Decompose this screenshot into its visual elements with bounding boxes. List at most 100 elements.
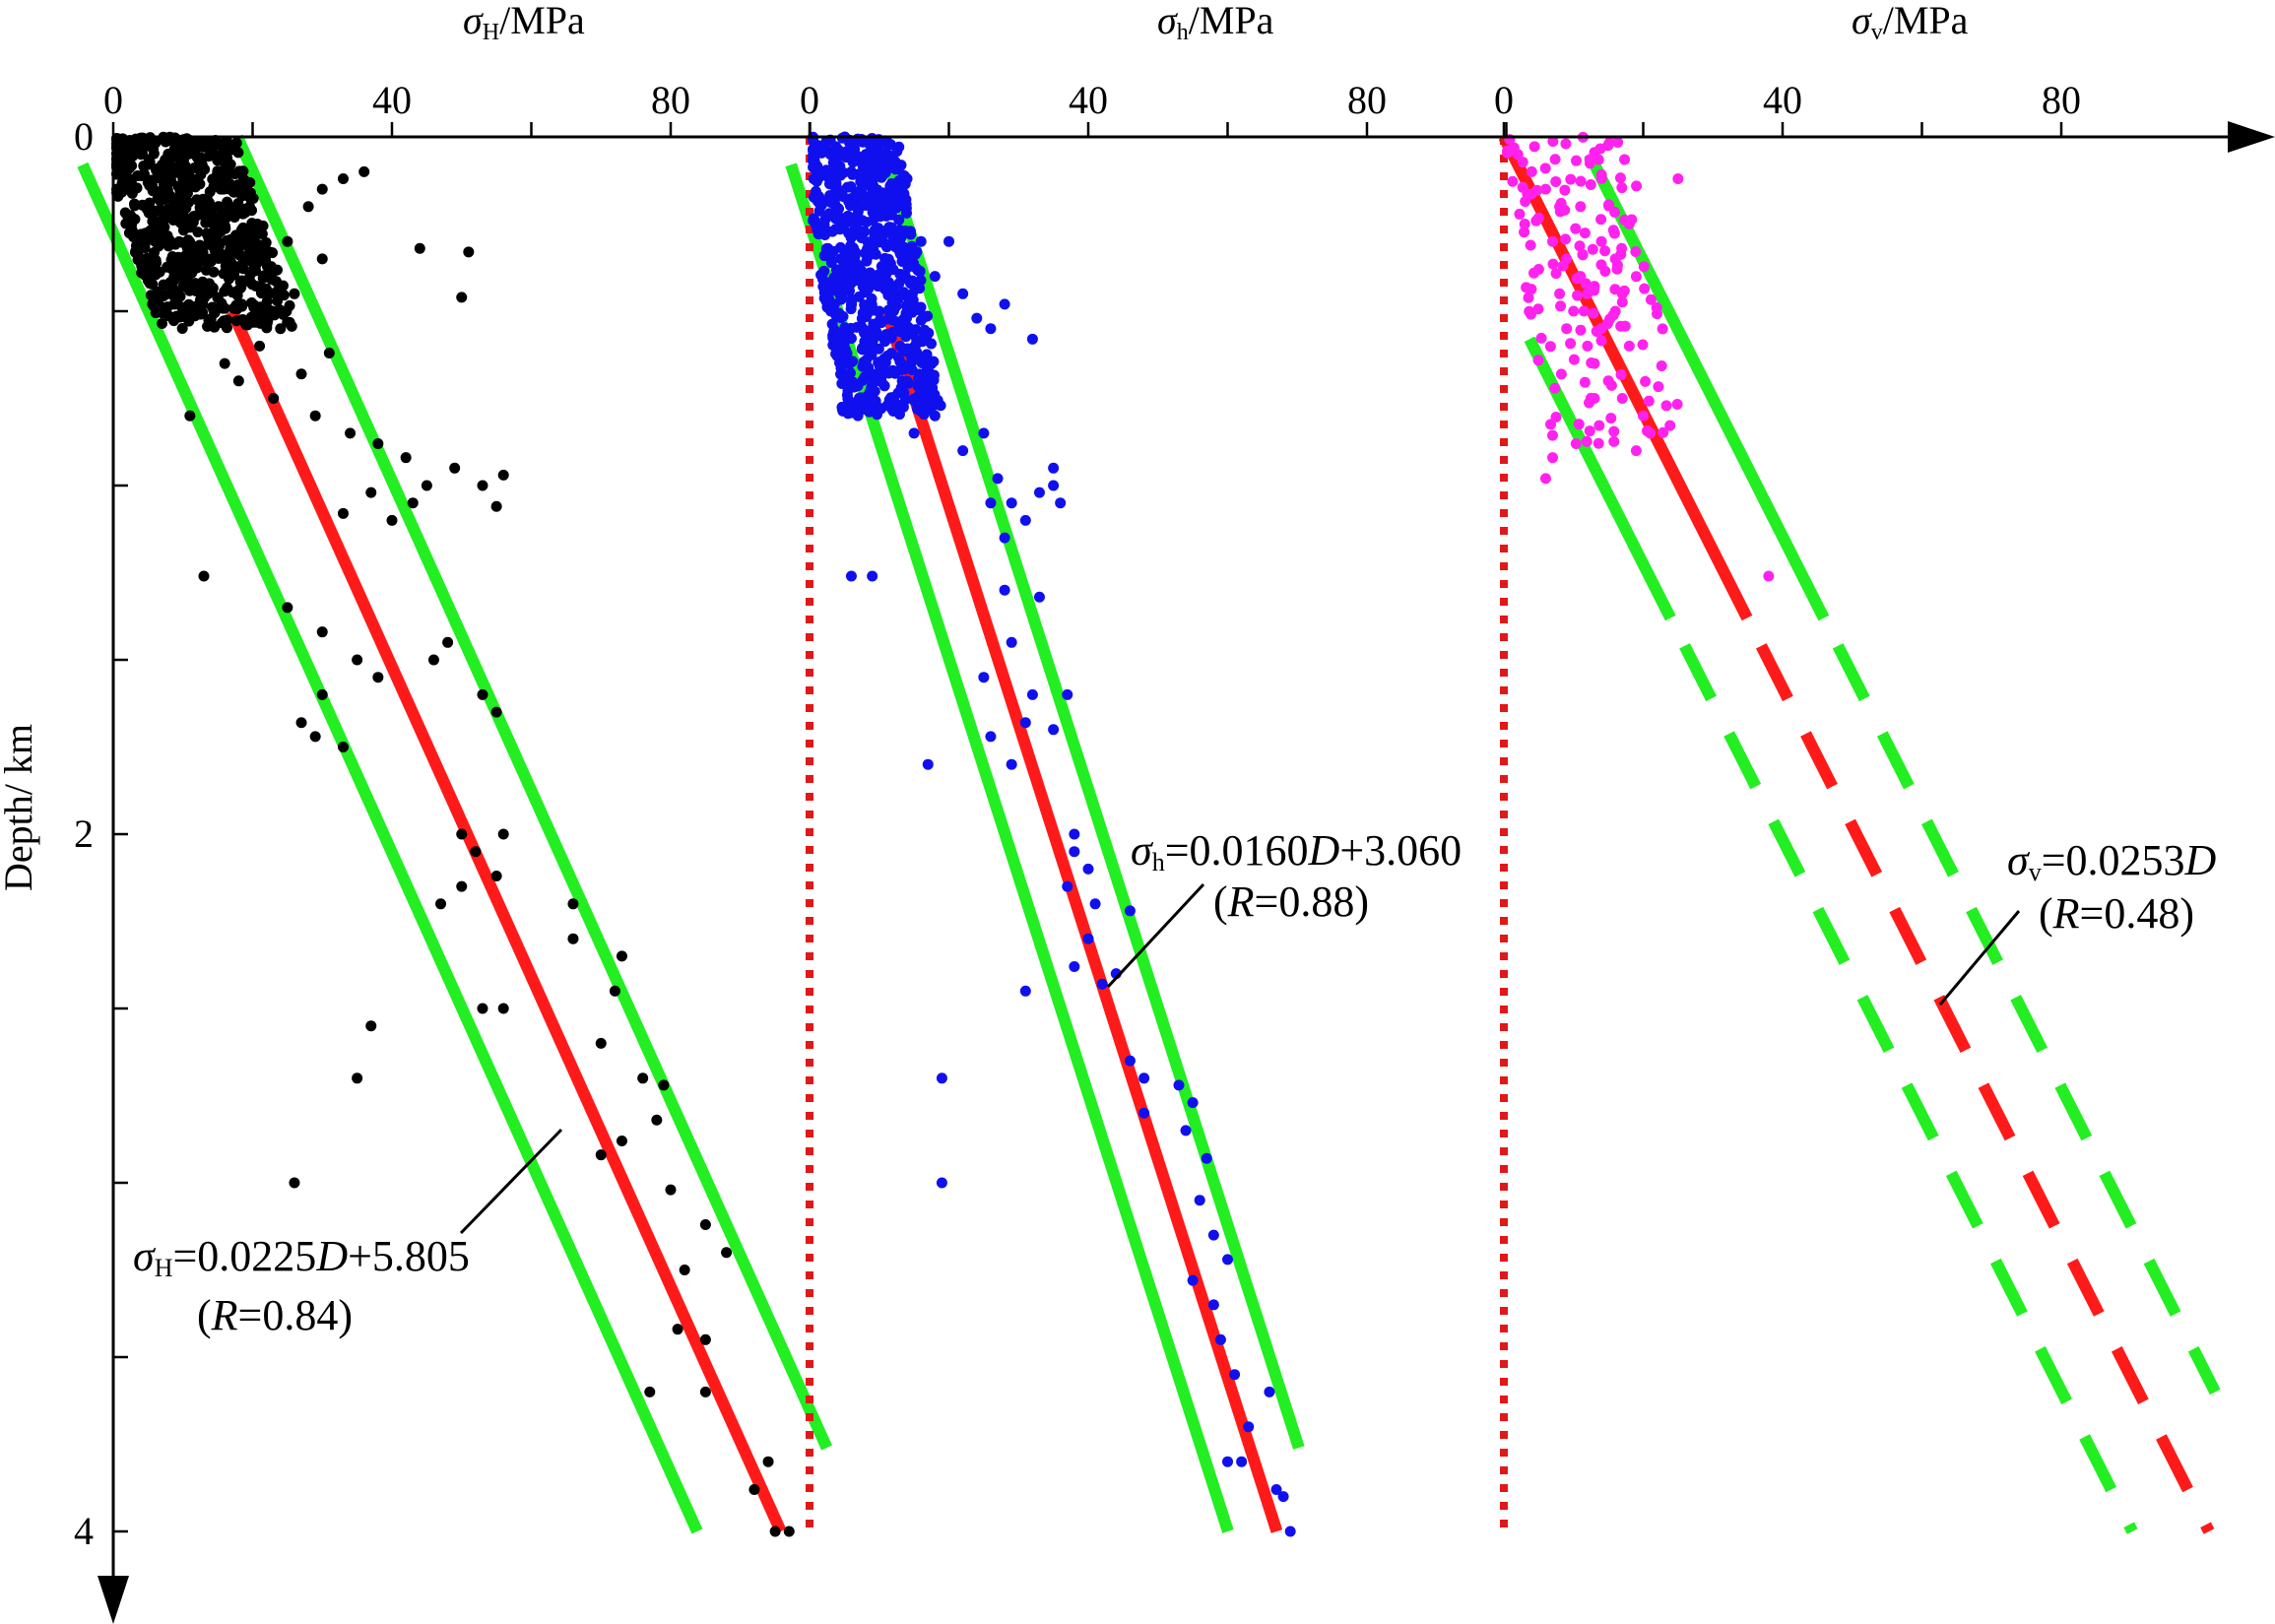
data-point-p1-54	[442, 636, 454, 648]
cluster-point-p3	[1660, 400, 1672, 412]
cluster-point-p1	[220, 172, 231, 184]
fit-line-p2	[880, 309, 1283, 1533]
data-point-p1-49	[490, 706, 502, 718]
data-point-p3-19	[1645, 427, 1657, 439]
cluster-point-p2	[818, 219, 830, 230]
cluster-point-p1	[220, 223, 231, 234]
cluster-point-p3	[1525, 308, 1536, 320]
x-tick-label-p1-0: 0	[103, 78, 123, 122]
data-point-p1-7	[149, 235, 161, 247]
x-tick-label-p3-40: 40	[1763, 78, 1802, 122]
data-point-p2-51	[1096, 978, 1108, 990]
cluster-point-p2	[845, 193, 857, 205]
cluster-point-p2	[835, 362, 847, 374]
cluster-point-p1	[143, 207, 155, 219]
cluster-point-p1	[189, 181, 201, 193]
cluster-point-p3	[1532, 212, 1544, 224]
cluster-point-p1	[138, 161, 150, 172]
cluster-point-p3	[1592, 437, 1604, 449]
cluster-point-p1	[227, 287, 238, 298]
cluster-point-p1	[236, 300, 248, 312]
cluster-point-p3	[1616, 242, 1628, 254]
data-point-p1-38	[386, 514, 398, 526]
fit-line-p1	[227, 308, 787, 1534]
cluster-point-p2	[891, 146, 903, 158]
cluster-point-p3	[1574, 240, 1586, 252]
cluster-point-p2	[847, 157, 859, 168]
data-point-p1-80	[672, 1324, 683, 1335]
cluster-point-p2	[824, 302, 836, 314]
cluster-point-p1	[131, 182, 143, 194]
cluster-point-p2	[873, 223, 884, 234]
cluster-point-p1	[116, 186, 128, 198]
cluster-point-p2	[869, 233, 880, 245]
data-point-p1-6	[232, 183, 244, 195]
equation-sigma-h: σh=0.0160D+3.060 (R=0.88)	[1131, 826, 1462, 926]
data-point-p2-72	[1236, 1456, 1248, 1467]
data-point-p1-0	[135, 149, 147, 161]
data-point-p1-36	[490, 500, 502, 512]
data-point-p1-20	[232, 375, 244, 387]
cluster-point-p3	[1599, 265, 1611, 277]
data-point-p1-3	[191, 194, 203, 206]
cluster-point-p2	[882, 367, 894, 379]
cluster-point-p3	[1546, 429, 1558, 441]
data-point-p3-5	[1547, 235, 1559, 247]
cluster-point-p1	[132, 248, 144, 260]
data-point-p1-11	[282, 235, 293, 247]
data-point-p3-26	[1616, 288, 1628, 299]
data-point-p1-27	[456, 292, 468, 303]
cluster-point-p2	[855, 200, 867, 212]
cluster-point-p2	[900, 307, 912, 319]
cluster-point-p3	[1658, 426, 1669, 438]
data-point-p2-65	[1187, 1274, 1199, 1286]
data-point-p2-46	[1089, 898, 1101, 910]
cluster-point-p3	[1657, 323, 1668, 335]
cluster-point-p3	[1603, 137, 1615, 149]
data-point-p1-87	[769, 1526, 781, 1537]
x-tick-label-p2-40: 40	[1069, 78, 1108, 122]
data-point-p2-61	[936, 1177, 947, 1189]
cluster-point-p2	[893, 278, 905, 290]
cluster-point-p2	[914, 351, 926, 362]
cluster-point-p2	[886, 296, 898, 308]
cluster-point-p3	[1570, 223, 1582, 234]
cluster-point-p1	[207, 210, 219, 222]
cluster-point-p2	[858, 344, 870, 356]
data-point-p2-49	[1069, 961, 1080, 973]
cluster-point-p3	[1595, 335, 1607, 347]
cluster-point-p2	[884, 139, 896, 151]
cluster-point-p3	[1614, 172, 1626, 184]
cluster-point-p1	[198, 292, 210, 303]
cluster-point-p2	[894, 364, 906, 376]
cluster-point-p2	[890, 192, 902, 204]
data-point-p2-54	[1124, 1055, 1136, 1067]
data-point-p3-20	[1630, 445, 1642, 457]
data-point-p1-17	[289, 288, 300, 299]
data-point-p3-18	[1638, 410, 1649, 422]
data-point-p1-67	[365, 1020, 377, 1032]
cluster-point-p3	[1594, 143, 1606, 155]
cluster-point-p3	[1565, 173, 1577, 185]
cluster-point-p1	[147, 185, 159, 197]
cluster-point-p2	[926, 338, 938, 350]
data-point-p3-15	[1589, 357, 1600, 369]
cluster-point-p3	[1605, 413, 1617, 424]
cluster-point-p2	[845, 239, 857, 251]
cluster-point-p2	[809, 215, 820, 227]
data-point-p2-0	[824, 149, 836, 161]
cluster-point-p2	[852, 410, 864, 422]
cluster-point-p2	[878, 353, 890, 364]
data-point-p2-4	[901, 172, 913, 184]
cluster-point-p1	[182, 148, 194, 160]
data-point-p3-32	[1589, 393, 1600, 404]
cluster-point-p2	[856, 136, 868, 148]
data-point-p3-29	[1582, 340, 1593, 352]
data-point-p3-0	[1512, 149, 1524, 161]
data-point-p1-21	[219, 357, 230, 369]
cluster-point-p1	[228, 302, 239, 314]
cluster-point-p2	[842, 181, 854, 193]
cluster-point-p1	[173, 150, 185, 162]
data-point-p2-58	[1187, 1097, 1199, 1109]
cluster-point-p2	[846, 293, 858, 305]
